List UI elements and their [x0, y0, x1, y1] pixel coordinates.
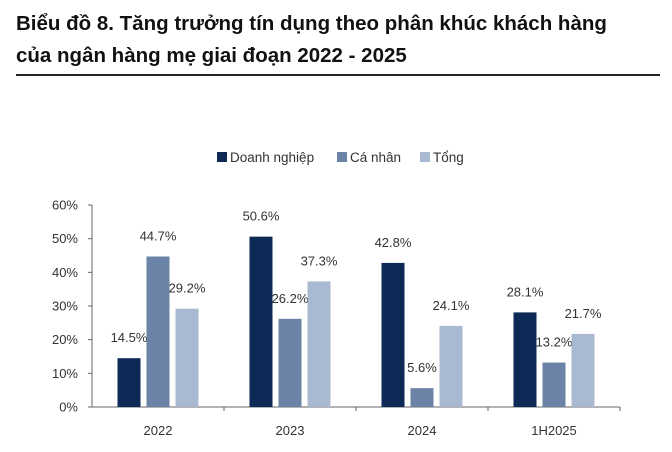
x-tick-label: 2024 — [408, 423, 437, 438]
chart-title-line-1: Biểu đồ 8. Tăng trưởng tín dụng theo phâ… — [16, 12, 607, 35]
y-tick-label: 0% — [59, 400, 78, 415]
bar — [542, 362, 566, 407]
bar — [175, 308, 199, 407]
bar — [571, 333, 595, 407]
x-tick-label: 2022 — [144, 423, 173, 438]
bar — [439, 325, 463, 407]
bar — [278, 318, 302, 407]
data-label: 26.2% — [272, 291, 309, 306]
data-label: 50.6% — [243, 209, 280, 224]
data-label: 29.2% — [169, 281, 206, 296]
data-label: 28.1% — [507, 284, 544, 299]
bar — [513, 312, 537, 407]
chart-title-line-2: của ngân hàng mẹ giai đoạn 2022 - 2025 — [16, 44, 407, 67]
bar — [410, 388, 434, 407]
bar — [146, 256, 170, 407]
chart-title: Biểu đồ 8. Tăng trưởng tín dụng theo phâ… — [16, 8, 661, 72]
y-tick-label: 40% — [52, 265, 78, 280]
data-label: 42.8% — [375, 235, 412, 250]
data-label: 37.3% — [301, 253, 338, 268]
data-label: 21.7% — [565, 306, 602, 321]
y-tick-label: 50% — [52, 231, 78, 246]
data-label: 44.7% — [140, 229, 177, 244]
data-label: 14.5% — [111, 330, 148, 345]
y-tick-label: 20% — [52, 332, 78, 347]
legend-swatch — [420, 152, 430, 162]
bar — [307, 281, 331, 407]
y-tick-label: 30% — [52, 299, 78, 314]
legend-label: Cá nhân — [350, 150, 401, 165]
y-tick-label: 10% — [52, 366, 78, 381]
bar — [249, 236, 273, 407]
bar — [117, 358, 141, 407]
legend-label: Doanh nghiệp — [230, 150, 314, 165]
data-label: 13.2% — [536, 335, 573, 350]
legend-label: Tổng — [433, 150, 464, 165]
x-tick-label: 2023 — [276, 423, 305, 438]
legend-swatch — [217, 152, 227, 162]
title-divider — [16, 74, 660, 76]
data-label: 5.6% — [407, 360, 437, 375]
legend-swatch — [337, 152, 347, 162]
data-label: 24.1% — [433, 298, 470, 313]
bar — [381, 262, 405, 407]
y-tick-label: 60% — [52, 198, 78, 213]
x-tick-label: 1H2025 — [531, 423, 577, 438]
